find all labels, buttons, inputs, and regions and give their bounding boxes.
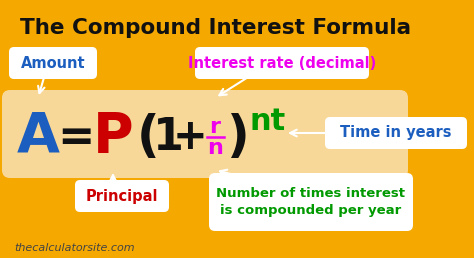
- Text: Interest rate (decimal): Interest rate (decimal): [188, 55, 376, 70]
- FancyBboxPatch shape: [325, 117, 467, 149]
- Text: Number of times interest
is compounded per year: Number of times interest is compounded p…: [217, 187, 405, 217]
- Text: (: (: [137, 113, 159, 161]
- FancyBboxPatch shape: [9, 47, 97, 79]
- FancyBboxPatch shape: [2, 90, 408, 178]
- FancyBboxPatch shape: [195, 47, 369, 79]
- Text: The Compound Interest Formula: The Compound Interest Formula: [20, 18, 411, 38]
- Text: 1: 1: [153, 116, 183, 158]
- Text: r: r: [210, 117, 220, 137]
- Text: ): ): [227, 113, 249, 161]
- FancyBboxPatch shape: [209, 173, 413, 231]
- FancyBboxPatch shape: [75, 180, 169, 212]
- Text: Amount: Amount: [21, 55, 85, 70]
- Text: nt: nt: [250, 107, 286, 135]
- Text: =: =: [57, 116, 95, 158]
- Text: A: A: [17, 110, 60, 164]
- Text: Principal: Principal: [86, 189, 158, 204]
- Text: thecalculatorsite.com: thecalculatorsite.com: [14, 243, 135, 253]
- Text: n: n: [207, 138, 223, 158]
- Text: +: +: [173, 116, 207, 158]
- Text: Time in years: Time in years: [340, 125, 452, 141]
- Text: P: P: [93, 110, 133, 164]
